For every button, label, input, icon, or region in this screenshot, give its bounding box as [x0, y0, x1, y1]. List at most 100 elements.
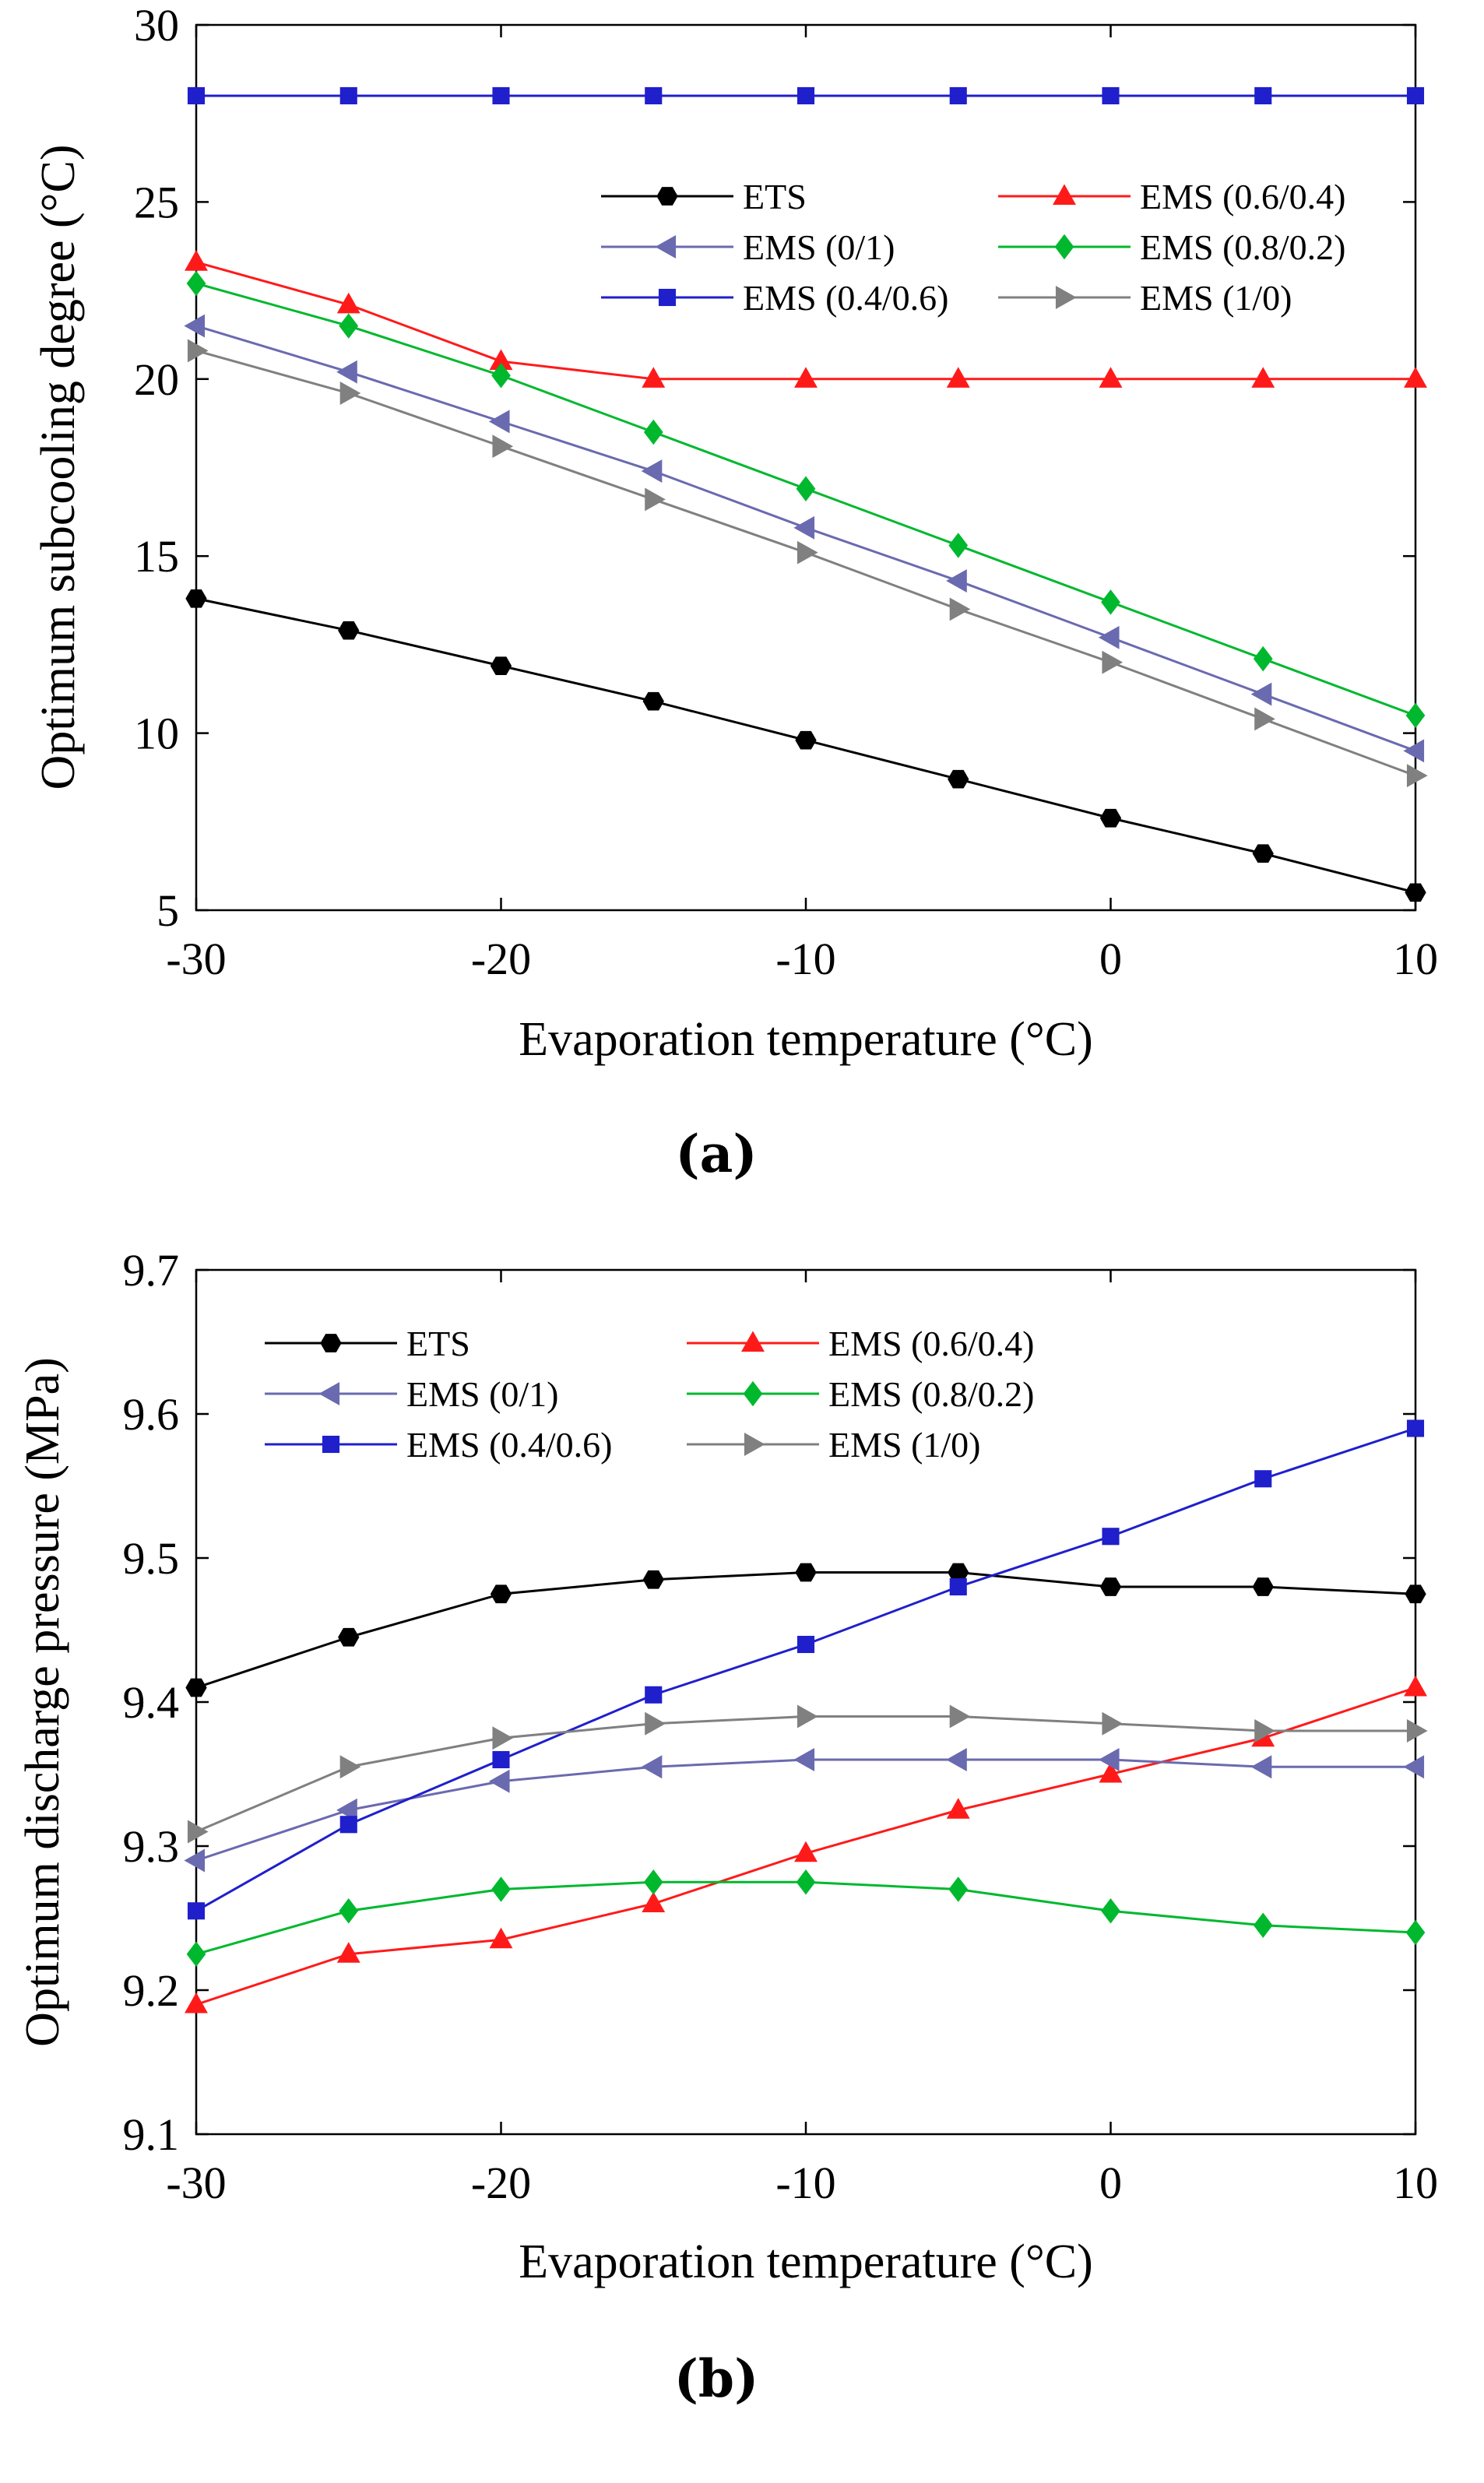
y-tick-label: 9.2 [123, 1965, 180, 2016]
legend-item: EMS (0.4/0.6) [601, 278, 949, 318]
legend-marker [744, 1433, 765, 1456]
series-ems-1-0 [187, 339, 1428, 788]
data-point [948, 769, 969, 789]
legend-a: ETS EMS (0.6/0.4) EMS (0/1) EMS (0.8/0.2) EM… [601, 177, 1346, 318]
data-point [949, 1577, 967, 1596]
data-point [1403, 739, 1425, 763]
data-point [186, 1941, 206, 1967]
legend-item: ETS [265, 1324, 470, 1363]
legend-marker [655, 235, 677, 258]
y-tick-label: 30 [134, 0, 179, 51]
legend-item: EMS (0.8/0.2) [998, 227, 1346, 267]
legend-marker [741, 1331, 765, 1352]
data-point [793, 515, 815, 540]
legend-item: EMS (0.6/0.4) [687, 1324, 1035, 1363]
data-point [1254, 1470, 1272, 1488]
x-tick-label: -20 [471, 934, 531, 984]
data-point [492, 434, 514, 459]
data-point [187, 1902, 206, 1920]
legend-label: EMS (0.8/0.2) [1140, 227, 1346, 267]
data-point [642, 1570, 664, 1589]
data-point [489, 349, 513, 371]
data-point [797, 540, 818, 564]
data-point [1099, 808, 1122, 828]
tick-group-b: -30 -20 -10 0 10 9.1 9.2 9.3 9.4 9.5 9.6 9.7 [123, 1245, 1439, 2208]
legend-label: EMS (1/0) [1140, 278, 1292, 318]
legend-marker [322, 1435, 340, 1454]
data-point [797, 1704, 818, 1729]
data-point [1250, 1755, 1272, 1779]
data-point [794, 367, 818, 388]
legend-item: EMS (0.4/0.6) [265, 1425, 613, 1465]
legend-marker [318, 1382, 340, 1405]
data-point [339, 1898, 359, 1924]
data-point [1102, 1528, 1120, 1546]
data-point [491, 1876, 511, 1902]
data-point [1101, 1898, 1120, 1924]
series-line [195, 325, 1416, 752]
data-point [797, 86, 815, 105]
panel-label-a: (a) [675, 1124, 757, 1184]
legend-label: EMS (0.6/0.4) [1140, 177, 1346, 216]
data-point [1252, 1577, 1274, 1596]
data-point [187, 86, 206, 105]
data-point [946, 367, 970, 388]
series-group-b [184, 1419, 1428, 2013]
legend-marker [1053, 184, 1076, 206]
series-line [195, 1571, 1416, 1689]
legend-label: EMS (0/1) [743, 227, 895, 267]
series-ems-0-4-0-6 [187, 1419, 1425, 1920]
x-tick-label: -30 [166, 2158, 226, 2208]
data-point [1101, 589, 1120, 615]
data-point [949, 597, 971, 621]
x-tick-label: 10 [1393, 934, 1438, 984]
data-point [492, 86, 510, 105]
data-point [796, 476, 816, 502]
data-point [795, 1563, 817, 1582]
legend-label: EMS (0.8/0.2) [828, 1374, 1035, 1414]
series-ets [185, 589, 1426, 902]
series-line [195, 1715, 1415, 1833]
data-point [488, 1769, 510, 1793]
data-point [488, 410, 510, 434]
y-tick-label: 15 [134, 531, 179, 582]
legend-label: ETS [406, 1324, 470, 1363]
data-point [490, 1584, 512, 1604]
data-point [1405, 1584, 1426, 1604]
tick-group-a: -30 -20 -10 0 10 5 10 15 20 25 30 [134, 0, 1438, 984]
data-point [949, 86, 967, 105]
x-tick-label: -10 [775, 934, 835, 984]
data-point [490, 656, 512, 676]
data-point [949, 1704, 971, 1729]
data-point [1099, 367, 1123, 388]
legend-item: EMS (0.6/0.4) [998, 177, 1346, 216]
series-group-a [184, 86, 1428, 902]
data-point [187, 339, 209, 363]
data-point [1406, 86, 1425, 105]
data-point [187, 1820, 209, 1844]
data-point [336, 292, 360, 314]
y-tick-label: 9.6 [123, 1389, 180, 1440]
data-point [338, 621, 360, 640]
series-ems-0-8-0-2 [186, 1869, 1426, 1967]
data-point [797, 1635, 815, 1654]
series-line [195, 349, 1416, 777]
data-point [491, 363, 511, 389]
series-ems-0-1 [184, 314, 1425, 763]
data-point [489, 1927, 513, 1949]
data-point [948, 1876, 969, 1902]
legend-item: ETS [601, 177, 807, 216]
data-point [339, 382, 361, 405]
x-tick-label: 0 [1099, 934, 1122, 984]
data-point [186, 270, 206, 297]
y-tick-label: 9.3 [123, 1821, 180, 1872]
y-tick-label: 9.7 [123, 1245, 180, 1296]
series-ets [185, 1563, 1426, 1697]
data-point [1253, 645, 1273, 672]
data-point [185, 1992, 208, 2013]
series-ems-0-6-0-4 [185, 250, 1427, 388]
data-point [1403, 1755, 1425, 1779]
data-point [794, 1841, 818, 1862]
series-ems-0-4-0-6 [187, 86, 1425, 105]
